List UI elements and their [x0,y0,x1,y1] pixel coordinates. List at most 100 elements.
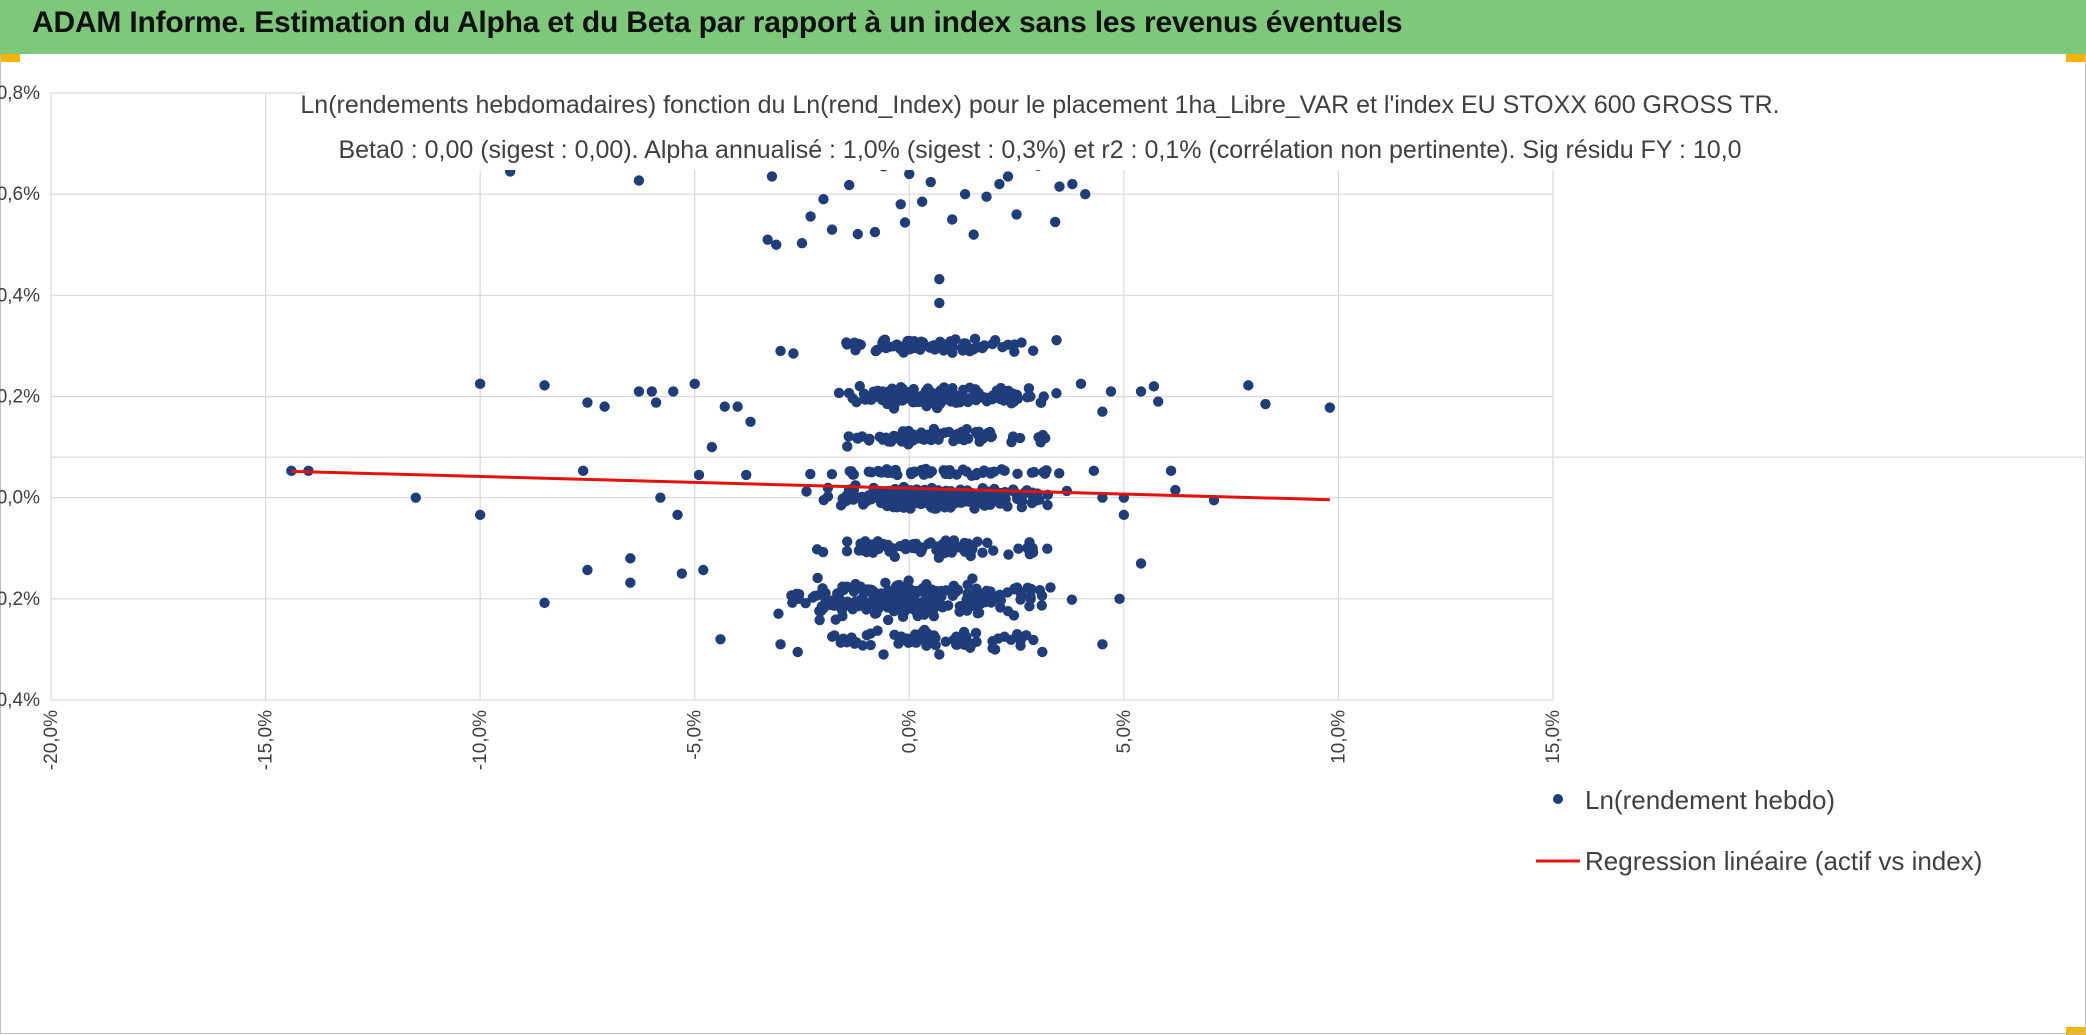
data-point [818,494,829,506]
data-point [921,593,933,604]
data-point [1013,543,1024,554]
data-point [1260,398,1271,410]
data-point [979,340,990,351]
data-point [974,436,985,447]
data-point [925,537,936,548]
data-point [888,341,899,352]
data-point [625,577,636,588]
data-point [1135,558,1147,569]
data-point [1002,339,1014,351]
data-point [766,171,778,182]
data-point [831,595,842,606]
y-tick-label: 0,4% [0,285,40,306]
data-point [826,468,838,480]
data-point [969,333,981,345]
data-point [841,339,853,350]
regression-line [291,469,1330,502]
data-point [859,393,870,405]
data-point [962,341,973,353]
data-point [577,465,589,477]
data-point [940,636,951,647]
data-point [775,345,786,357]
data-point [655,492,666,503]
data-point [884,388,895,400]
data-point [837,581,848,592]
data-point [745,416,756,427]
data-point [910,587,922,599]
y-tick-label: -0,4% [0,690,40,711]
data-point [972,536,983,547]
data-point [930,388,941,399]
data-point [882,602,893,613]
data-point [937,602,948,613]
data-point [1026,467,1038,478]
data-point [1097,406,1108,417]
data-point [882,614,894,626]
data-point [968,229,979,240]
data-point [1034,584,1046,596]
data-point [1034,494,1045,505]
data-point [972,608,984,619]
data-point [960,433,971,444]
data-point [829,630,840,641]
data-point [826,224,838,235]
data-point [921,400,932,412]
data-point [934,649,945,660]
data-point [1024,601,1035,612]
data-point [1035,397,1047,409]
data-point [1324,402,1336,413]
data-point [672,509,683,521]
data-point [1148,381,1160,392]
data-point [977,547,988,558]
data-point [998,395,1010,406]
data-point [922,383,934,394]
data-point [1027,542,1038,554]
data-point [982,537,993,549]
data-point [539,597,550,609]
data-point [1088,465,1100,477]
y-tick-label: -0,2% [0,589,40,610]
data-point [1026,583,1037,595]
data-point [877,394,888,406]
data-point [847,393,858,404]
corner-marker-top-left [0,54,20,62]
chart-subtitle: Beta0 : 0,00 (sigest : 0,00). Alpha annu… [338,136,1741,164]
data-point [1097,492,1108,503]
data-point [1054,181,1065,192]
data-point [943,426,955,438]
data-point [971,467,983,479]
data-point [773,608,784,619]
scatter-points [286,149,1336,660]
data-point [975,598,986,610]
data-point [978,589,989,601]
data-point [833,387,845,399]
data-point [1051,335,1062,346]
data-point [888,430,900,442]
data-point [916,196,928,207]
data-point [913,492,925,503]
data-point [625,553,636,564]
data-point [689,378,700,390]
data-point [1038,466,1049,478]
data-point [984,498,996,509]
data-point [842,441,853,452]
data-point [901,633,912,644]
data-point [934,297,945,309]
data-point [865,639,876,651]
data-point [474,509,486,521]
data-point [1243,380,1254,391]
data-point [944,465,955,477]
data-point [986,431,997,442]
data-point [961,423,972,435]
data-point [286,465,297,477]
data-point [878,588,889,600]
data-point [812,572,823,584]
data-point [954,606,965,617]
data-point [1015,640,1026,651]
data-point [835,637,846,648]
data-point [964,491,975,502]
corner-marker-top-right [2066,54,2086,62]
data-point [883,543,894,554]
data-point [820,587,831,599]
data-point [911,433,922,444]
